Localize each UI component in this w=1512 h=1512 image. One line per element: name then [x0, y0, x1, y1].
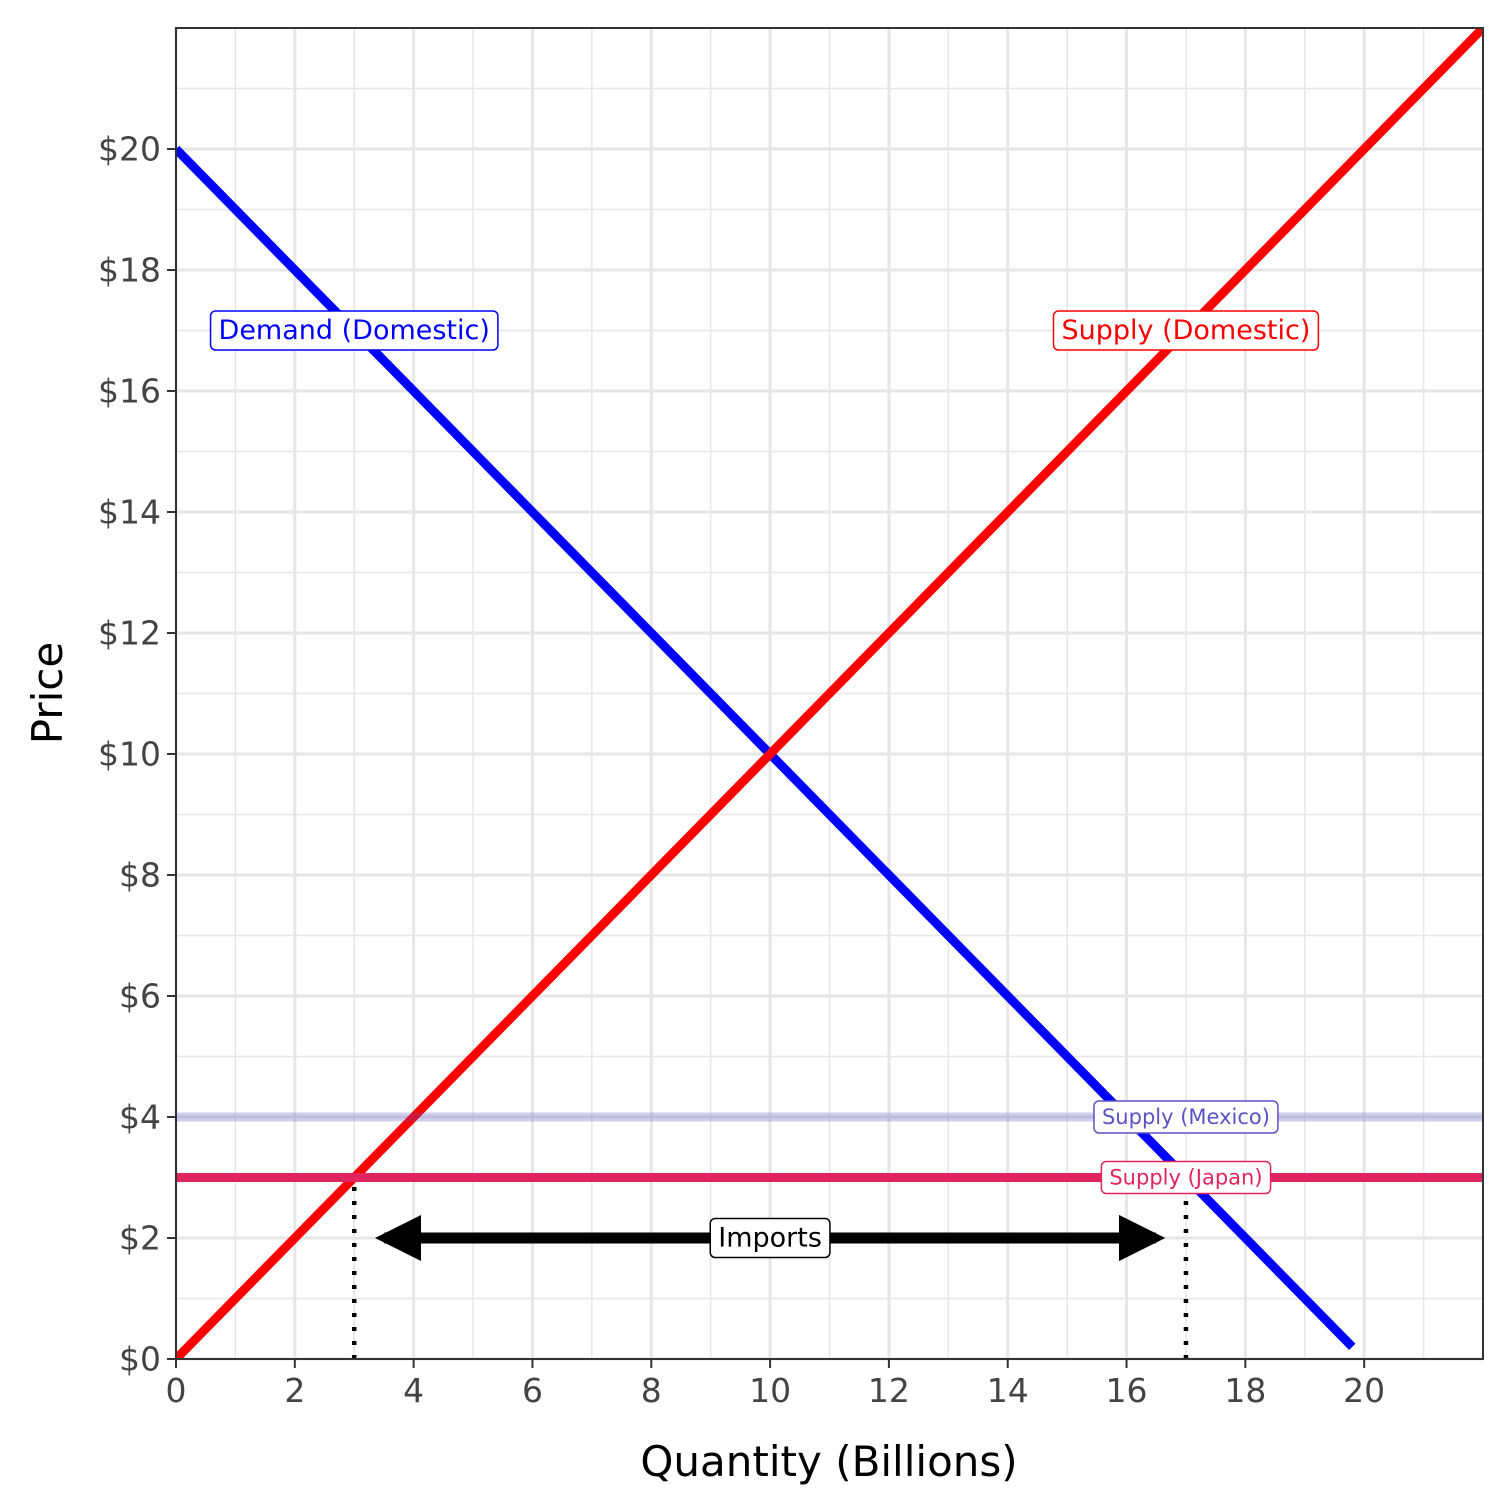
x-tick-label: 10	[749, 1371, 791, 1410]
x-tick-label: 16	[1106, 1371, 1148, 1410]
x-tick-label: 6	[522, 1371, 543, 1410]
curve-label-demand-text: Demand (Domestic)	[219, 315, 490, 346]
curve-label-supply_japan-text: Supply (Japan)	[1109, 1166, 1262, 1190]
curve-label-supply_mexico: Supply (Mexico)	[1093, 1100, 1279, 1134]
x-axis-title: Quantity (Billions)	[640, 1437, 1017, 1486]
curve-label-demand: Demand (Domestic)	[209, 310, 499, 351]
y-tick-label: $14	[98, 493, 161, 532]
x-tick-label: 4	[403, 1371, 424, 1410]
x-tick-label: 18	[1224, 1371, 1266, 1410]
curve-label-supply_japan-box	[1100, 1160, 1272, 1195]
imports-label-box	[709, 1217, 831, 1259]
y-tick-label: $4	[119, 1098, 161, 1137]
curve-label-supply_domestic: Supply (Domestic)	[1052, 310, 1320, 351]
y-tick-label: $0	[119, 1340, 161, 1379]
curve-label-supply_domestic-box	[1052, 310, 1320, 351]
x-tick-label: 20	[1343, 1371, 1385, 1410]
curve-label-supply_mexico-text: Supply (Mexico)	[1102, 1105, 1270, 1129]
x-tick-label: 8	[641, 1371, 662, 1410]
y-tick-label: $16	[98, 372, 161, 411]
imports-label-text: Imports	[718, 1223, 822, 1254]
x-tick-label: 14	[987, 1371, 1029, 1410]
plot-border	[175, 27, 1484, 1360]
axes: 0 2 4 6 8 10 12 14 16 18 20 $0 $2 $4 $6 $8 $10 $12 $14 $16 $…	[98, 130, 1385, 1411]
y-tick-label: $10	[98, 735, 161, 774]
curve-labels: Demand (Domestic) Supply (Domestic) Supply…	[209, 310, 1320, 1195]
curve-label-supply_mexico-box	[1093, 1100, 1279, 1134]
y-axis-title: Price	[23, 642, 72, 744]
y-tick-label: $20	[98, 130, 161, 169]
y-tick-label: $8	[119, 856, 161, 895]
imports-label: Imports	[709, 1217, 831, 1259]
x-tick-label: 12	[868, 1371, 910, 1410]
imports-annotation: Imports	[351, 1177, 1189, 1359]
series-line-supply_domestic	[176, 28, 1483, 1359]
x-tick-label: 0	[166, 1371, 187, 1410]
curve-label-supply_japan: Supply (Japan)	[1100, 1160, 1272, 1195]
y-tick-label: $18	[98, 251, 161, 290]
x-tick-label: 2	[284, 1371, 305, 1410]
y-tick-label: $2	[119, 1219, 161, 1258]
curve-label-demand-box	[209, 310, 499, 351]
y-tick-label: $6	[119, 977, 161, 1016]
y-tick-label: $12	[98, 614, 161, 653]
curve-label-supply_domestic-text: Supply (Domestic)	[1062, 315, 1311, 346]
